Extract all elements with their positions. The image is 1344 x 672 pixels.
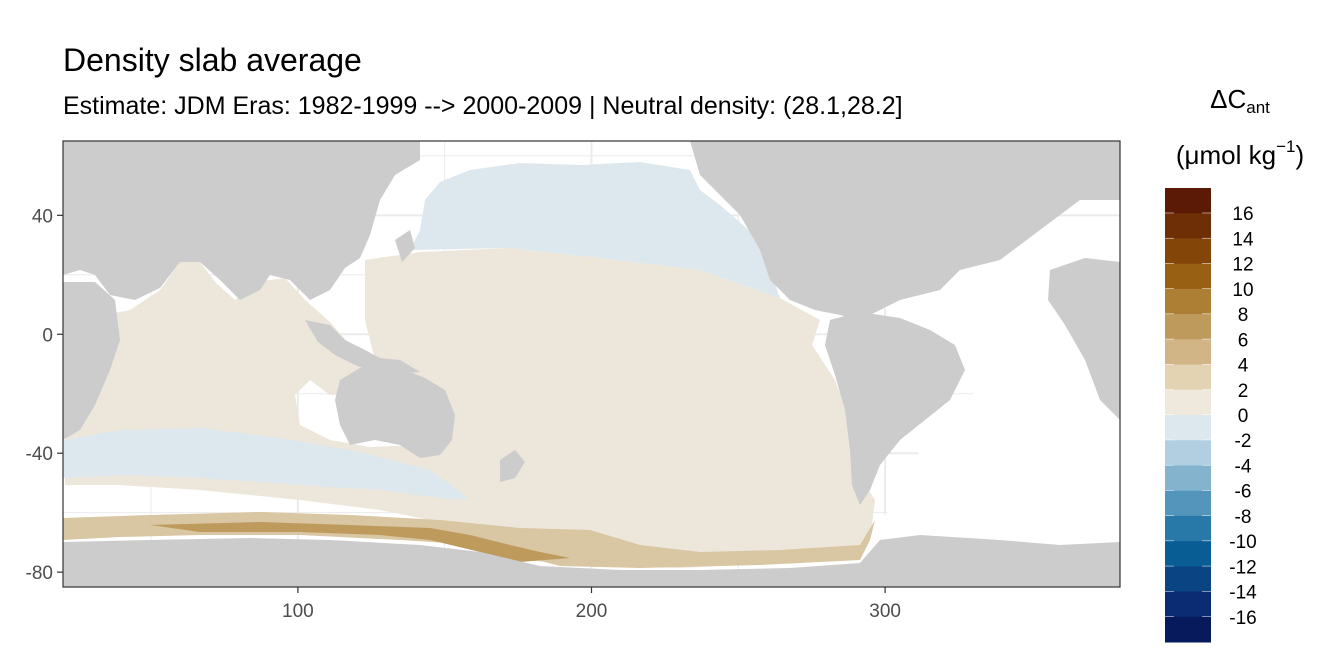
legend-label: 2 <box>1238 381 1249 402</box>
legend-swatch <box>1165 339 1211 366</box>
land-new-zealand <box>500 450 525 482</box>
legend-label: -14 <box>1229 583 1257 604</box>
legend-label: -12 <box>1229 557 1256 578</box>
legend-label: 0 <box>1238 406 1249 427</box>
legend-label: 4 <box>1238 356 1249 377</box>
legend-swatch <box>1165 440 1211 466</box>
legend-label: -10 <box>1229 532 1256 553</box>
legend-swatch <box>1165 263 1211 290</box>
legend-label: -16 <box>1229 608 1256 629</box>
legend-symbol: ΔCant <box>1210 84 1270 117</box>
legend-unit-sup: −1 <box>1276 137 1296 156</box>
legend-swatch <box>1165 364 1211 391</box>
ocean-north-pacific-field <box>410 162 780 298</box>
legend-label: 16 <box>1232 204 1253 225</box>
land-japan <box>395 230 415 262</box>
x-tick-label: 200 <box>576 601 608 622</box>
land-greenland <box>990 141 1120 200</box>
legend-label: -8 <box>1235 507 1252 528</box>
legend-unit: (μmol kg−1) <box>1175 137 1305 170</box>
land-maritime-continent <box>305 320 420 375</box>
legend-swatch <box>1165 566 1211 593</box>
y-tick-label: -40 <box>26 444 53 465</box>
legend-swatch <box>1165 465 1211 492</box>
legend-swatch <box>1165 188 1211 214</box>
y-tick-label: 40 <box>32 206 53 227</box>
land-north-america <box>690 141 1120 320</box>
legend-swatch <box>1165 415 1211 441</box>
land-antarctica <box>63 535 1120 587</box>
ocean-southern-band-negative <box>63 428 470 500</box>
legend-swatch <box>1165 515 1211 542</box>
land-eurasia <box>63 141 420 300</box>
legend-subscript: ant <box>1246 98 1270 117</box>
plot-subtitle: Estimate: JDM Eras: 1982-1999 --> 2000-2… <box>63 92 903 120</box>
x-tick-label: 100 <box>282 601 314 622</box>
y-tick-label: -80 <box>26 563 53 584</box>
legend-label: 12 <box>1232 255 1253 276</box>
land-layer <box>63 141 1120 587</box>
legend-label: -6 <box>1235 482 1252 503</box>
legend-swatch <box>1165 314 1211 340</box>
legend-swatch <box>1165 238 1211 265</box>
legend-swatch <box>1165 213 1211 239</box>
legend-label: 10 <box>1232 280 1253 301</box>
y-tick-label: 0 <box>42 325 53 346</box>
land-west-africa <box>1048 258 1120 420</box>
legend-swatch <box>1165 490 1211 517</box>
legend-swatch <box>1165 541 1211 567</box>
ocean-south-pacific-field <box>365 248 875 568</box>
legend-label: 14 <box>1232 229 1254 250</box>
land-australia <box>335 365 455 458</box>
land-south-america <box>825 312 965 505</box>
colorbar-legend: 16 14 12 10 8 6 4 2 0 -2 -4 -6 -8 -10 -12 -14 -16 <box>1165 188 1257 643</box>
x-tick-label: 300 <box>869 601 901 622</box>
legend-label: 8 <box>1238 305 1249 326</box>
legend-swatch <box>1165 389 1211 416</box>
ocean-antarctic-high <box>150 522 570 562</box>
legend-label: -4 <box>1235 456 1252 477</box>
plot-title: Density slab average <box>63 42 362 78</box>
legend-swatch <box>1165 591 1211 618</box>
legend-label: -2 <box>1235 431 1252 452</box>
land-africa <box>63 282 120 440</box>
legend-swatch <box>1165 288 1211 315</box>
legend-title: ΔCant (μmol kg−1) <box>1160 86 1320 168</box>
legend-label: 6 <box>1238 330 1249 351</box>
legend-swatch <box>1165 616 1211 643</box>
